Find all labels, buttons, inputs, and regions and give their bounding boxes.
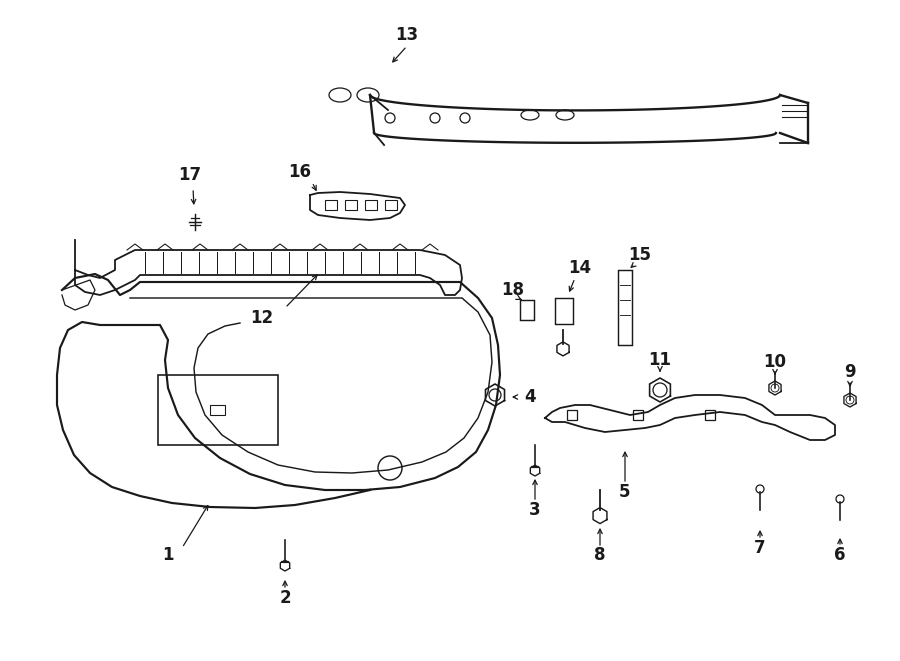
Bar: [633, 410, 643, 420]
Bar: [555, 298, 573, 324]
Text: 4: 4: [524, 388, 536, 406]
Text: 6: 6: [834, 546, 846, 564]
Bar: [210, 405, 225, 415]
Text: 15: 15: [628, 246, 652, 264]
Bar: [520, 300, 534, 320]
Text: 13: 13: [395, 26, 419, 44]
Bar: [158, 375, 278, 445]
Text: 11: 11: [649, 351, 671, 369]
Text: 5: 5: [619, 483, 631, 501]
Bar: [705, 410, 715, 420]
Text: 2: 2: [279, 589, 291, 607]
Bar: [365, 200, 377, 210]
Bar: [618, 270, 632, 345]
Text: 7: 7: [754, 539, 766, 557]
Text: 8: 8: [594, 546, 606, 564]
Bar: [325, 200, 337, 210]
Bar: [567, 410, 577, 420]
Text: 12: 12: [250, 309, 274, 327]
Text: 16: 16: [289, 163, 311, 181]
Text: 1: 1: [162, 546, 174, 564]
Text: 9: 9: [844, 363, 856, 381]
Text: 14: 14: [569, 259, 591, 277]
Text: 18: 18: [501, 281, 525, 299]
Text: 17: 17: [178, 166, 202, 184]
Bar: [345, 200, 357, 210]
Text: 3: 3: [529, 501, 541, 519]
Text: 10: 10: [763, 353, 787, 371]
Bar: [385, 200, 397, 210]
